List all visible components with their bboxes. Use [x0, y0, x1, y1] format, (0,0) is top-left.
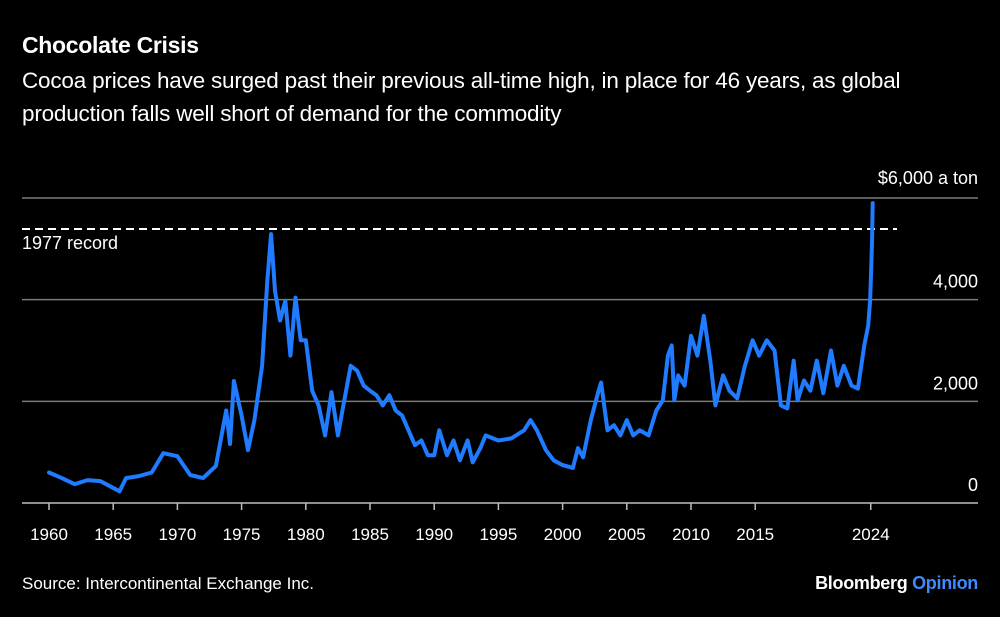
x-tick-label: 1960 [30, 525, 68, 544]
x-tick-label: 2015 [736, 525, 774, 544]
x-tick-label: 2005 [608, 525, 646, 544]
x-tick-label: 1985 [351, 525, 389, 544]
x-tick-label: 2024 [852, 525, 890, 544]
x-tick-label: 2010 [672, 525, 710, 544]
x-tick-label: 1965 [94, 525, 132, 544]
logo-brand: Bloomberg [815, 573, 908, 593]
record-label: 1977 record [22, 233, 118, 253]
x-tick-label: 1975 [223, 525, 261, 544]
x-tick-label: 1995 [479, 525, 517, 544]
chart-subtitle: Cocoa prices have surged past their prev… [22, 68, 901, 126]
x-tick-label: 1970 [158, 525, 196, 544]
bloomberg-opinion-logo: Bloomberg Opinion [815, 573, 978, 594]
source-note: Source: Intercontinental Exchange Inc. [22, 574, 315, 593]
x-tick-label: 1990 [415, 525, 453, 544]
x-tick-label: 1980 [287, 525, 325, 544]
chart-title: Chocolate Crisis [22, 32, 199, 58]
x-tick-label: 2000 [544, 525, 582, 544]
cocoa-price-line [47, 201, 875, 494]
y-tick-label: 2,000 [933, 373, 978, 393]
y-tick-label: $6,000 a ton [878, 168, 978, 188]
y-tick-label: 4,000 [933, 272, 978, 292]
logo-section: Opinion [912, 573, 978, 593]
y-tick-label: 0 [968, 475, 978, 495]
